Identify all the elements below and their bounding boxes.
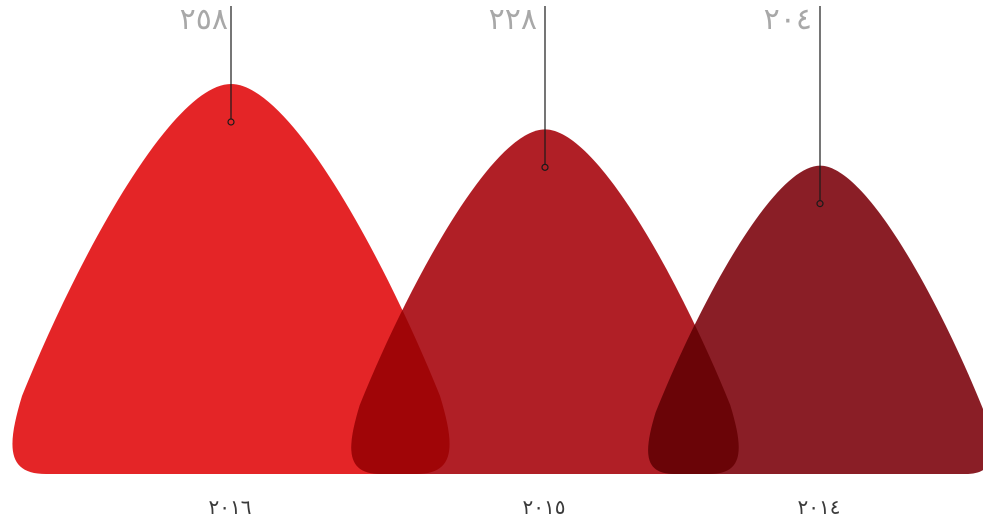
category-label: ٢٠١٤ — [797, 495, 841, 519]
peak-marker — [816, 200, 824, 208]
peak-0 — [12, 84, 450, 474]
peak-1 — [351, 129, 739, 475]
peak-marker — [541, 163, 549, 171]
peak-2 — [648, 165, 983, 474]
value-label: ٢٢٨ — [488, 2, 537, 37]
value-label: ٢٥٨ — [179, 2, 228, 37]
value-label: ٢٠٤ — [763, 2, 812, 37]
peak-marker — [227, 118, 235, 126]
category-label: ٢٠١٦ — [208, 495, 252, 519]
category-label: ٢٠١٥ — [522, 495, 566, 519]
